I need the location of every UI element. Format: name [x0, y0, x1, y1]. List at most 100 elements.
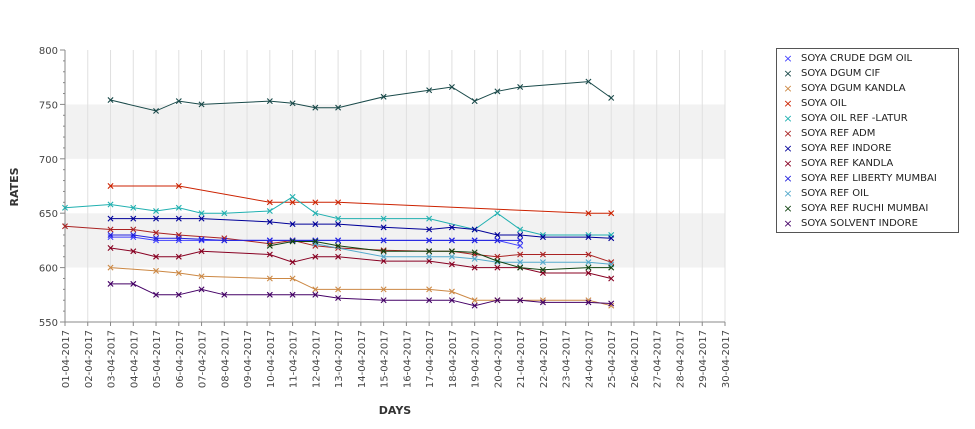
data-point-marker [494, 253, 501, 260]
data-point-marker [221, 237, 228, 244]
legend-item: × SOYA DGUM CIF [777, 66, 958, 81]
legend-marker-icon: × [783, 66, 793, 80]
data-point-marker [175, 204, 182, 211]
data-point-marker [130, 204, 137, 211]
data-point-marker [289, 291, 296, 298]
data-point-marker [585, 234, 592, 241]
data-point-marker [175, 215, 182, 222]
data-point-marker [175, 98, 182, 105]
data-point-marker [175, 183, 182, 189]
data-point-marker [198, 215, 205, 222]
data-point-marker [448, 84, 455, 90]
data-point-marker [494, 258, 501, 265]
data-point-marker [517, 226, 524, 233]
data-point-marker [380, 248, 387, 255]
data-point-marker [426, 226, 433, 233]
data-point-marker [608, 300, 615, 307]
legend-label: SOYA REF KANDLA [801, 158, 894, 169]
data-point-marker [312, 104, 319, 111]
data-point-marker [539, 234, 546, 241]
data-point-marker [380, 247, 387, 254]
x-tick-label: 11-04-2017 [289, 330, 300, 388]
legend-label: SOYA DGUM KANDLA [801, 83, 906, 94]
y-tick-label: 700 [39, 155, 58, 166]
data-point-marker [107, 245, 114, 252]
data-point-marker [289, 259, 296, 266]
data-point-marker [585, 270, 592, 277]
data-point-marker [471, 249, 478, 256]
x-tick-label: 19-04-2017 [471, 330, 482, 388]
legend-marker-icon: × [783, 201, 793, 215]
x-tick-label: 25-04-2017 [607, 330, 618, 388]
x-tick-label: 23-04-2017 [562, 330, 573, 388]
data-point-marker [517, 251, 524, 258]
y-tick-label: 550 [39, 318, 58, 329]
data-point-marker [539, 299, 546, 306]
data-point-marker [266, 275, 273, 282]
data-point-marker [107, 226, 114, 233]
series-10 [266, 238, 615, 273]
data-point-marker [130, 280, 137, 287]
data-point-marker [471, 297, 478, 304]
legend-label: SOYA OIL [801, 98, 847, 109]
data-point-marker [380, 253, 387, 260]
series-6 [107, 215, 615, 242]
data-point-marker [266, 251, 273, 258]
data-point-marker [448, 224, 455, 231]
x-tick-label: 30-04-2017 [721, 330, 732, 388]
x-tick-label: 28-04-2017 [675, 330, 686, 388]
data-point-marker [471, 264, 478, 271]
data-point-marker [380, 237, 387, 244]
data-point-marker [448, 297, 455, 304]
x-tick-label: 18-04-2017 [448, 330, 459, 388]
data-point-marker [471, 98, 478, 105]
series-11 [107, 280, 615, 309]
data-point-marker [62, 223, 68, 230]
data-point-marker [266, 237, 273, 244]
series-1 [107, 78, 615, 114]
data-point-marker [153, 229, 160, 236]
x-tick-label: 20-04-2017 [493, 330, 504, 388]
legend-marker-icon: × [783, 81, 793, 95]
data-point-marker [312, 238, 319, 245]
legend-marker-icon: × [783, 171, 793, 185]
data-point-marker [517, 264, 524, 271]
data-point-marker [153, 208, 160, 215]
x-tick-label: 21-04-2017 [516, 330, 527, 388]
data-point-marker [335, 286, 342, 293]
data-point-marker [266, 291, 273, 298]
x-tick-label: 05-04-2017 [152, 330, 163, 388]
data-point-marker [153, 107, 160, 114]
data-point-marker [494, 231, 501, 238]
x-tick-label: 03-04-2017 [107, 330, 118, 388]
x-tick-label: 15-04-2017 [380, 330, 391, 388]
x-tick-label: 01-04-2017 [61, 330, 72, 388]
x-tick-label: 13-04-2017 [334, 330, 345, 388]
series-line [110, 234, 521, 241]
data-point-marker [539, 259, 546, 266]
x-tick-label: 12-04-2017 [311, 330, 322, 388]
series-line [110, 247, 612, 279]
data-point-marker [107, 97, 114, 104]
legend-marker-icon: × [783, 156, 793, 170]
data-point-marker [289, 193, 296, 200]
data-point-marker [539, 266, 546, 273]
x-axis-ticks: 01-04-2017 02-04-2017 03-04-2017 04-04-2017… [61, 322, 732, 388]
data-point-marker [448, 237, 455, 244]
data-point-marker [153, 215, 160, 222]
data-point-marker [448, 248, 455, 255]
legend-label: SOYA SOLVENT INDORE [801, 218, 918, 229]
x-tick-label: 24-04-2017 [584, 330, 595, 388]
series-8 [107, 231, 524, 244]
data-point-marker [198, 210, 205, 217]
data-point-marker [426, 258, 433, 265]
data-point-marker [266, 208, 273, 215]
series-line [315, 243, 612, 265]
legend-marker-icon: × [783, 126, 793, 140]
data-point-marker [153, 253, 160, 260]
data-point-marker [517, 259, 524, 266]
data-point-marker [335, 242, 342, 249]
data-point-marker [107, 183, 114, 189]
legend-item: × SOYA REF RUCHI MUMBAI [777, 201, 958, 216]
series-lines [62, 78, 615, 309]
